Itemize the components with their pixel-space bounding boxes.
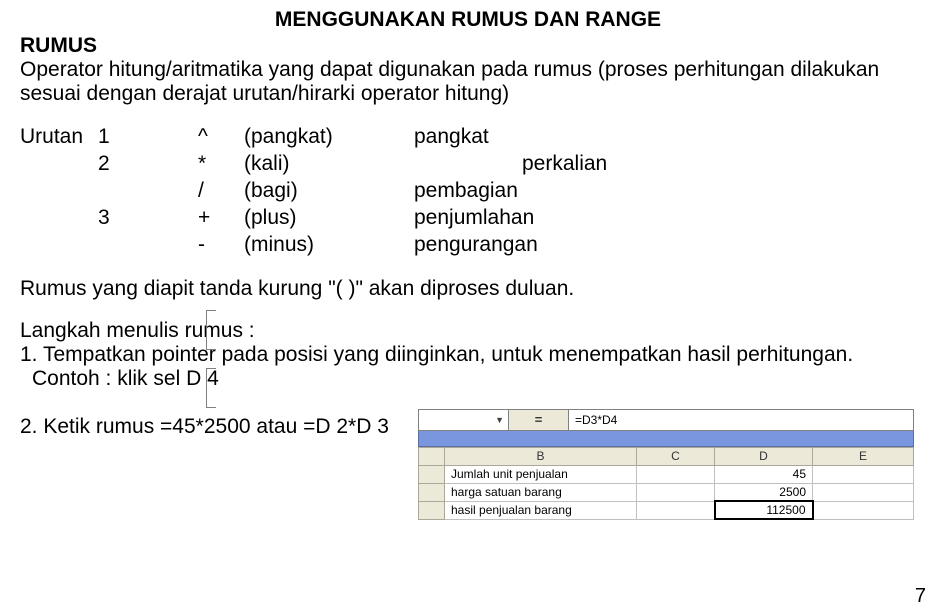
cell[interactable] [637,465,715,483]
op-desc: pangkat [414,124,607,151]
cell[interactable] [813,483,914,501]
page-number: 7 [915,585,926,608]
bracket-decor [206,310,216,350]
cell[interactable] [813,465,914,483]
op-paren: (pangkat) [244,124,414,151]
row-header[interactable] [419,465,445,483]
op-desc: penjumlahan [414,205,607,232]
table-row: Jumlah unit penjualan 45 [419,465,914,483]
toolbar-strip [418,431,914,447]
section-subtitle: RUMUS [20,34,916,58]
urutan-label: Urutan [20,124,98,151]
paren-note: Rumus yang diapit tanda kurung "( )" aka… [20,277,916,301]
col-header[interactable]: E [813,447,914,465]
op-paren: (minus) [244,232,414,259]
steps-title: Langkah menulis rumus : [20,319,916,343]
row-header[interactable] [419,501,445,519]
row-header[interactable] [419,483,445,501]
col-header[interactable]: D [715,447,813,465]
op-num: 2 [98,151,198,178]
name-box[interactable]: ▼ [419,410,509,430]
cell[interactable] [637,483,715,501]
cell[interactable] [813,501,914,519]
table-row: hasil penjualan barang 112500 [419,501,914,519]
op-desc: pembagian [414,178,607,205]
op-num [98,178,198,205]
op-sym: + [198,205,244,232]
intro-text: Operator hitung/aritmatika yang dapat di… [20,58,916,106]
col-header[interactable]: C [637,447,715,465]
op-desc: perkalian [414,151,607,178]
cell[interactable]: Jumlah unit penjualan [445,465,637,483]
op-num: 3 [98,205,198,232]
header-row: B C D E [419,447,914,465]
formula-equals-button[interactable]: = [509,410,569,430]
cell[interactable] [637,501,715,519]
col-header[interactable] [419,447,445,465]
equals-icon: = [535,412,543,427]
cell[interactable]: harga satuan barang [445,483,637,501]
dropdown-icon[interactable]: ▼ [495,415,504,425]
col-header[interactable]: B [445,447,637,465]
cell[interactable]: 2500 [715,483,813,501]
selected-cell[interactable]: 112500 [715,501,813,519]
op-paren: (plus) [244,205,414,232]
step-1-example: Contoh : klik sel D 4 [20,367,916,391]
step-1: 1. Tempatkan pointer pada posisi yang di… [20,343,916,367]
op-paren: (bagi) [244,178,414,205]
op-sym: / [198,178,244,205]
cell[interactable]: hasil penjualan barang [445,501,637,519]
op-paren: (kali) [244,151,414,178]
op-desc: pengurangan [414,232,607,259]
spreadsheet-grid: B C D E Jumlah unit penjualan 45 harga s… [418,447,914,521]
page-title: MENGGUNAKAN RUMUS DAN RANGE [20,8,916,32]
op-sym: ^ [198,124,244,151]
op-num: 1 [98,124,198,151]
step-2: 2. Ketik rumus =45*2500 atau =D 2*D 3 [20,409,418,439]
operator-table: Urutan 1 2 3 ^ * / + - (pangkat) (kali) … [20,124,916,258]
cell[interactable]: 45 [715,465,813,483]
formula-bar: ▼ = =D3*D4 [418,409,914,431]
table-row: harga satuan barang 2500 [419,483,914,501]
op-sym: - [198,232,244,259]
bracket-decor [206,368,216,408]
op-sym: * [198,151,244,178]
op-num [98,232,198,259]
formula-input[interactable]: =D3*D4 [569,410,913,430]
spreadsheet-screenshot: ▼ = =D3*D4 B C D E Jumlah unit penjualan… [418,409,914,521]
